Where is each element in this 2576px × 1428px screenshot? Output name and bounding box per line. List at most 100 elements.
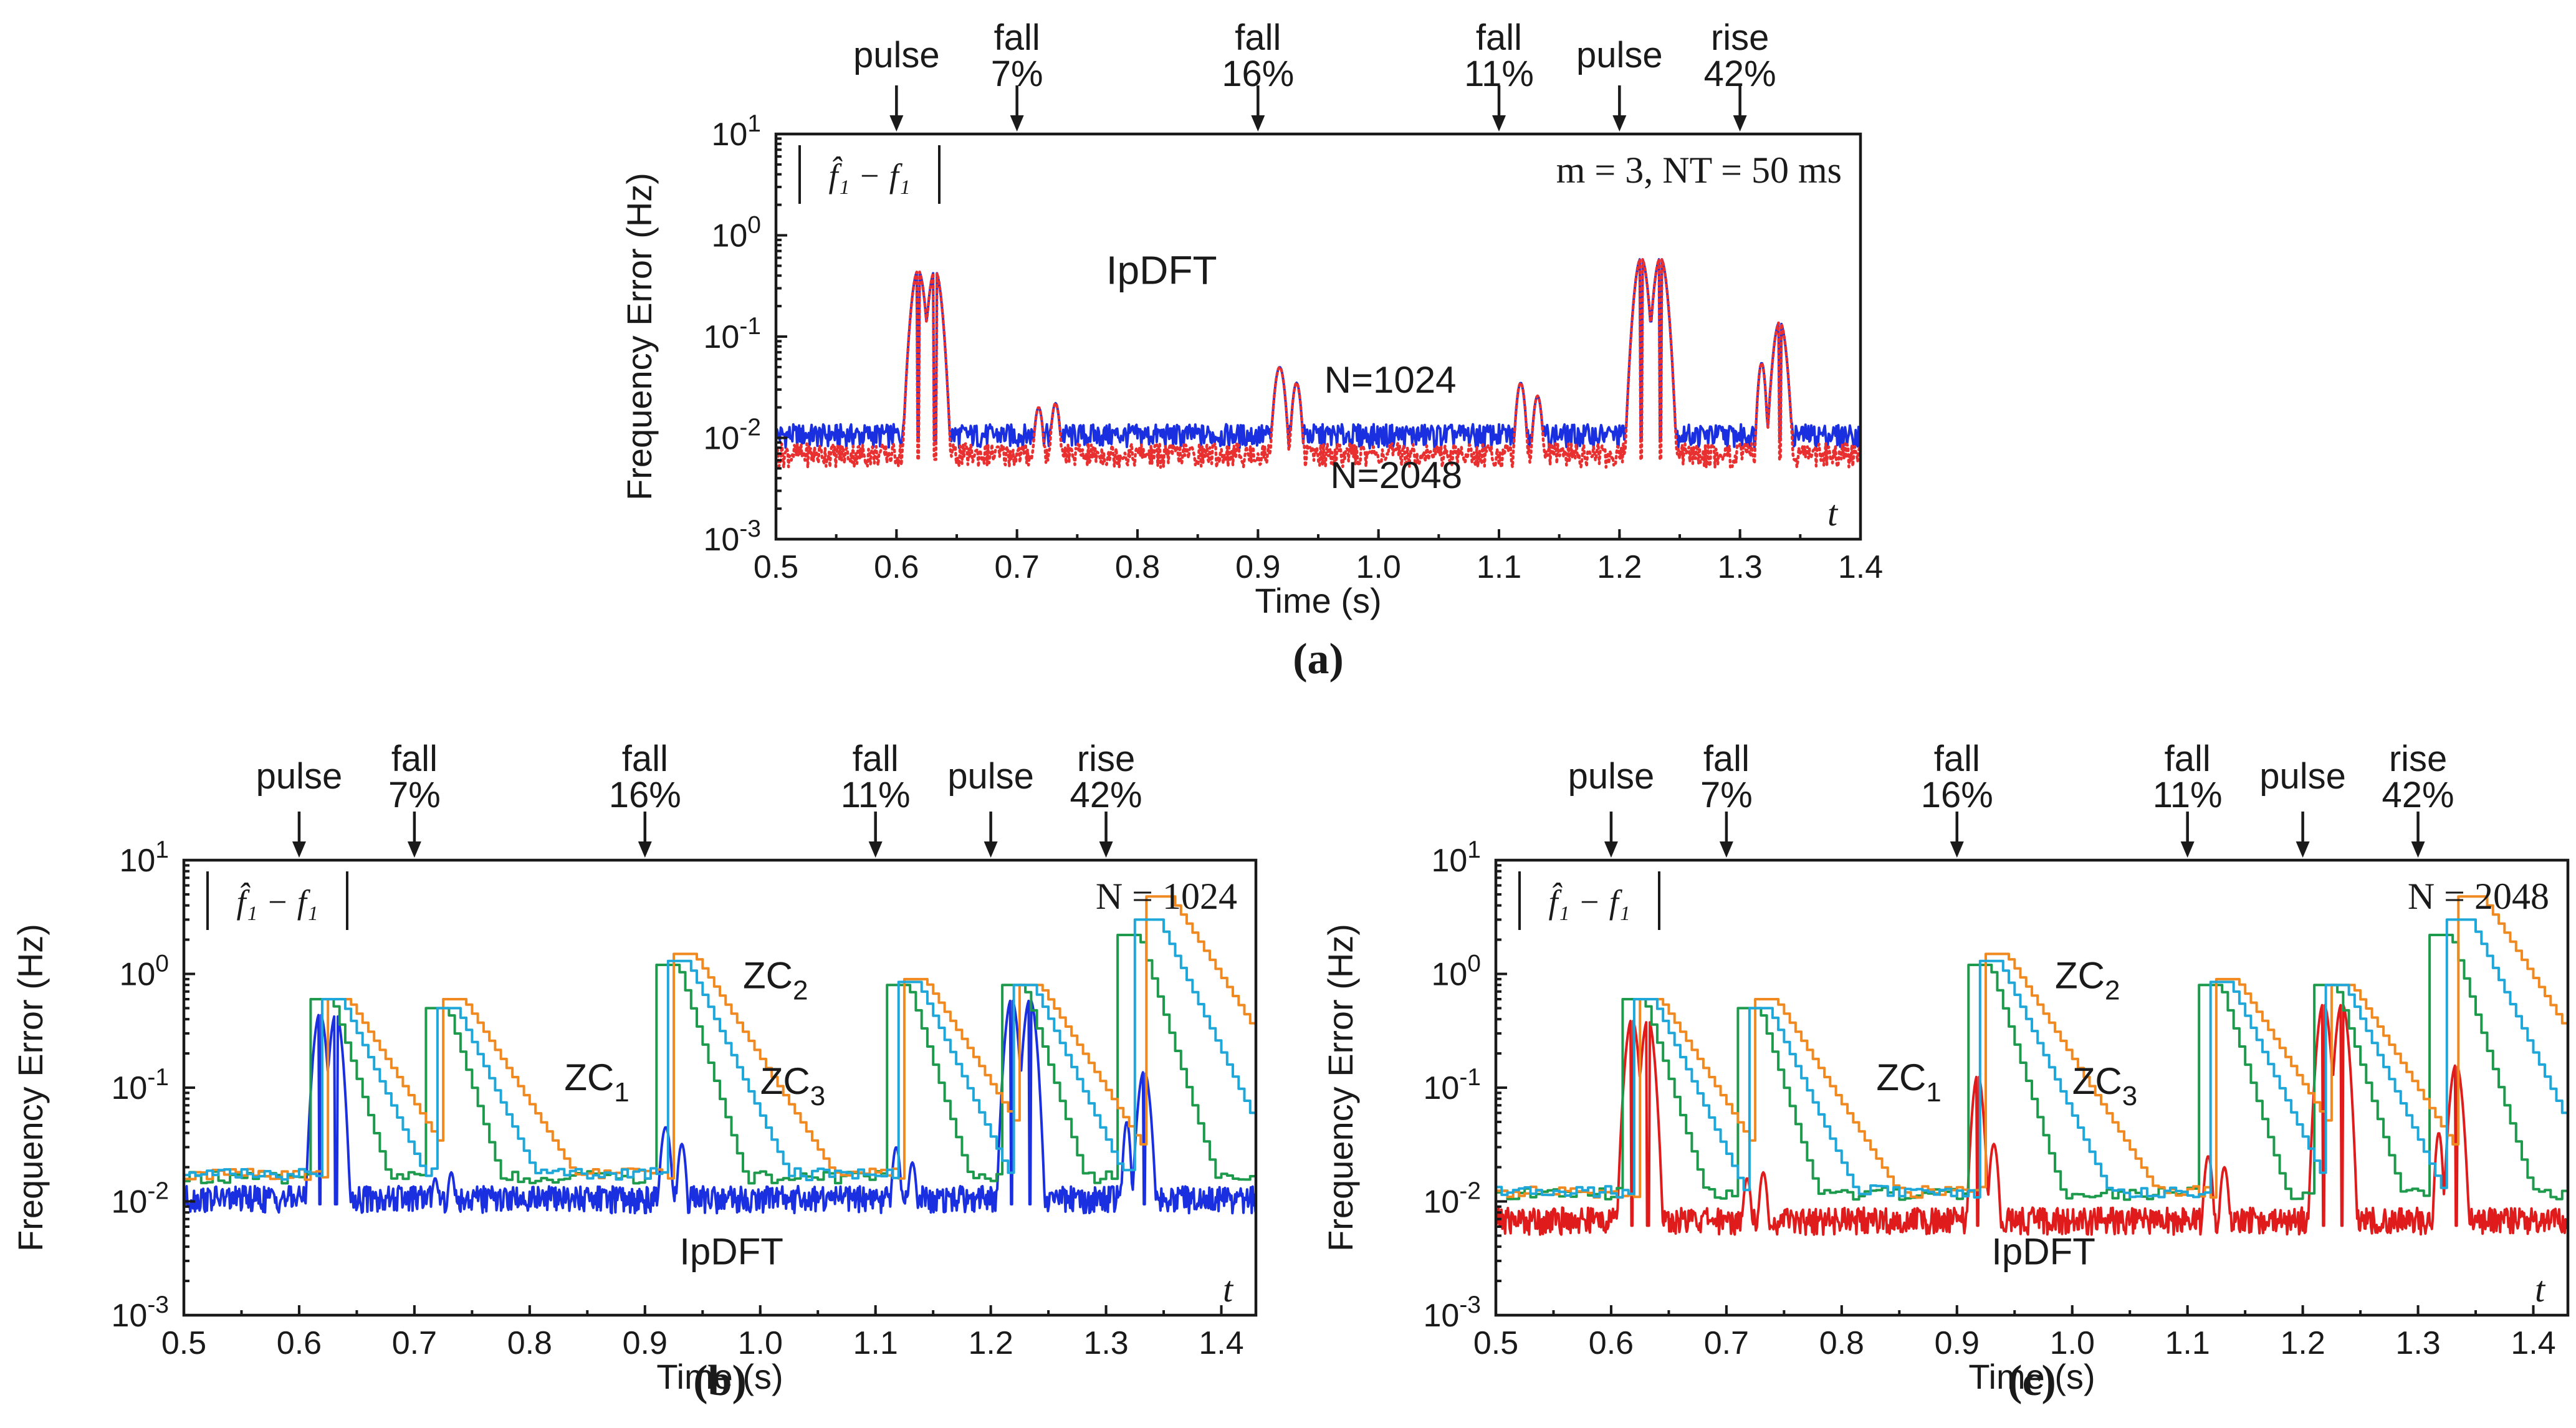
arrow-head-icon (638, 841, 652, 858)
event-label-line2: 42% (2382, 775, 2454, 815)
formula-text: f̂₁ − f₁ (829, 156, 911, 194)
method-label: IpDFT (1106, 248, 1217, 293)
x-tick-label: 0.5 (161, 1325, 206, 1361)
y-tick-exp: 0 (747, 212, 761, 239)
annotation-text: IpDFT (679, 1230, 783, 1272)
y-tick-label: 101 (711, 110, 761, 153)
y-tick-exp: 1 (155, 836, 169, 863)
series-line-ipdft (1496, 1004, 2568, 1236)
series-line-zc1 (184, 934, 1256, 1185)
series-line-zc2 (1496, 895, 2568, 1199)
arrow-head-icon (889, 115, 904, 132)
series-line-n-2048 (776, 257, 1860, 469)
y-tick-exp: -2 (739, 415, 761, 441)
annotation-text: ZC1 (1876, 1057, 1941, 1108)
x-tick-label: 1.0 (738, 1325, 783, 1361)
y-tick-label: 10-1 (703, 313, 761, 355)
arrow-head-icon (1251, 115, 1265, 132)
event-label-line2: 16% (609, 775, 681, 815)
event-label-line2: 16% (1921, 775, 1993, 815)
event-marker: pulse (256, 756, 343, 858)
y-tick-label: 101 (1431, 836, 1481, 879)
x-tick-label: 0.9 (1235, 549, 1280, 585)
y-tick-base: 10 (111, 1070, 147, 1106)
y-tick-base: 10 (703, 421, 739, 457)
event-label-line2: 42% (1704, 54, 1776, 94)
chart-panel-a: 0.5 0.6 0.7 0.8 0.9 1.0 1.1 1.2 1.3 1.410-310-210… (620, 17, 1883, 683)
arrow-head-icon (1950, 841, 1964, 858)
x-tick-label: 1.1 (2165, 1325, 2210, 1361)
parameter-text: N = 1024 (1096, 876, 1237, 917)
panel-label: (c) (2008, 1357, 2056, 1405)
event-marker: pulse (1568, 756, 1655, 858)
arrow-head-icon (2296, 841, 2310, 858)
event-label-line1: fall (622, 739, 668, 779)
t-axis-symbol: t (1223, 1269, 1234, 1310)
event-label-line2: 7% (991, 54, 1043, 94)
formula-text: f̂₁ − f₁ (1549, 882, 1630, 921)
x-tick-label: 1.3 (1718, 549, 1763, 585)
y-tick-base: 10 (711, 218, 747, 254)
x-tick-label: 0.6 (277, 1325, 322, 1361)
event-label-line2: 7% (1700, 775, 1753, 815)
x-tick-label: 0.5 (754, 549, 798, 585)
x-axis-label: Time (s) (1255, 581, 1381, 620)
arrow-head-icon (292, 841, 306, 858)
y-tick-exp: -2 (147, 1178, 169, 1205)
y-axis-label: Frequency Error (Hz) (11, 924, 50, 1252)
x-tick-label: 0.8 (507, 1325, 552, 1361)
x-tick-label: 0.8 (1115, 549, 1160, 585)
arrow-head-icon (868, 841, 883, 858)
x-tick-label: 1.2 (2280, 1325, 2325, 1361)
y-tick-exp: -3 (147, 1291, 169, 1318)
annotation-subscript: 3 (810, 1081, 825, 1111)
y-tick-exp: -1 (147, 1064, 169, 1091)
arrow-head-icon (1099, 841, 1113, 858)
series-line-ipdft (184, 999, 1256, 1215)
annotation-0: N=1024 (1324, 359, 1457, 401)
y-tick-label: 10-2 (111, 1178, 169, 1220)
y-tick-base: 10 (119, 843, 155, 879)
y-tick-label: 101 (119, 836, 169, 879)
x-tick-label: 1.3 (1083, 1325, 1128, 1361)
event-marker: pulse (2259, 756, 2346, 858)
series-line-zc1 (1496, 934, 2568, 1201)
plot-area (776, 257, 1860, 469)
annotation-text: N=2048 (1330, 454, 1462, 496)
chart-panel-c: 0.5 0.6 0.7 0.8 0.9 1.0 1.1 1.2 1.3 1.410-310-210… (1321, 739, 2570, 1405)
y-tick-exp: -3 (1459, 1291, 1481, 1318)
annotation-0: ZC1 (564, 1057, 629, 1108)
arrow-head-icon (2180, 841, 2195, 858)
x-tick-label: 1.1 (853, 1325, 898, 1361)
y-tick-label: 10-3 (703, 515, 761, 558)
event-label-line1: fall (1703, 739, 1750, 779)
parameter-text: N = 2048 (2408, 876, 2549, 917)
y-tick-label: 10-1 (1423, 1064, 1481, 1106)
annotation-text: IpDFT (1991, 1230, 2095, 1272)
series-line-zc3 (1496, 918, 2568, 1199)
y-tick-label: 100 (119, 951, 169, 993)
y-tick-exp: -1 (1459, 1064, 1481, 1091)
panel-label: (a) (1293, 635, 1344, 683)
annotation-text: ZC1 (564, 1057, 629, 1108)
annotation-subscript: 2 (2105, 975, 2120, 1005)
x-tick-label: 0.5 (1473, 1325, 1518, 1361)
event-label-line2: pulse (256, 756, 343, 797)
y-tick-label: 10-2 (703, 415, 761, 457)
event-label-line1: fall (994, 17, 1040, 58)
y-tick-base: 10 (1423, 1184, 1459, 1220)
plot-area (184, 895, 1256, 1215)
arrow-head-icon (1719, 841, 1733, 858)
y-tick-exp: -3 (739, 515, 761, 542)
x-tick-label: 0.7 (995, 549, 1040, 585)
y-tick-base: 10 (119, 957, 155, 993)
event-label-line2: pulse (1568, 756, 1655, 797)
